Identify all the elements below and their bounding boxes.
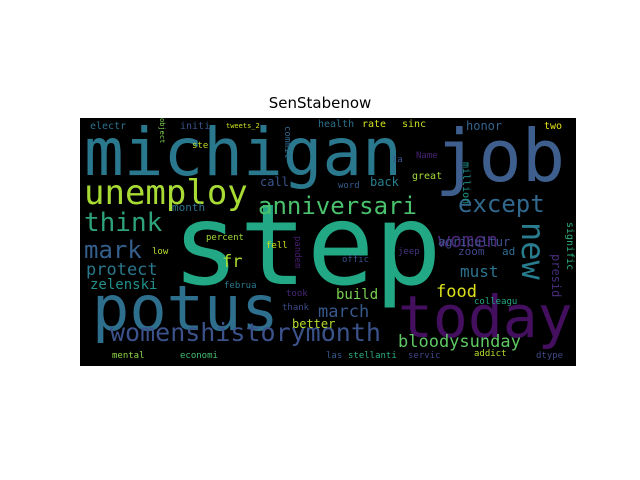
word-offic: offic [342,255,370,265]
word-month: month [172,201,206,214]
word-las: las [326,351,343,361]
word-ad: ad [502,245,516,258]
word-thank: thank [282,303,310,313]
word-potus: potus [92,272,279,345]
word-jeep: jeep [398,247,420,257]
word-food: food [436,282,477,302]
word-except: except [458,190,545,218]
word-initi: initi [180,121,211,132]
word-presid: presid [549,254,563,298]
word-march: march [318,302,370,322]
word-million: million [460,162,471,205]
word-today: today [398,283,573,351]
word-new: new [514,222,552,280]
word-rate: rate [362,119,387,130]
word-ta: ta [392,155,403,165]
word-took: took [286,289,308,299]
word-two: two [544,121,563,132]
word-agricultur: agricultur [438,235,511,249]
word-word: word [338,181,360,191]
word-step: step [172,181,442,311]
word-stellanti: stellanti [348,351,397,361]
word-think: think [84,208,163,238]
chart-title: SenStabenow [268,94,372,112]
word-fell: fell [266,241,288,251]
word-build: build [336,287,379,303]
word-cloud: step michigan job potus today unemploy w… [80,118,576,366]
word-economi: economi [180,351,218,361]
word-back: back [370,175,399,189]
word-pandem: pandem [292,236,302,269]
word-dtype: dtype [536,351,564,361]
word-electr: electr [90,121,127,132]
word-michigan: michigan [84,118,402,191]
word-bloodysunday: bloodysunday [398,332,521,352]
word-tweets-2: tweets_2 [226,122,260,130]
word-womenshistorymonth: womenshistorymonth [110,318,381,347]
word-commit: commit [282,126,292,159]
word-women: women [438,228,499,252]
word-protect: protect [86,260,158,280]
word-must: must [460,262,499,281]
word-mark: mark [84,236,142,264]
word-great: great [412,171,443,182]
word-addict: addict [474,349,507,359]
word-fr: fr [222,252,243,272]
word-name: Name [416,151,438,161]
word-honor: honor [466,119,503,133]
word-februa: februa [224,281,257,291]
word-health: health [318,119,355,130]
word-zoom: zoom [458,245,485,258]
word-zelenski: zelenski [90,277,158,293]
word-ste: ste [192,141,209,151]
word-job: job [435,118,566,198]
word-anniversari: anniversari [258,192,417,220]
word-object: object [158,118,166,144]
word-servic: servic [408,351,441,361]
word-low: low [152,247,169,257]
word-percent: percent [206,233,244,243]
word-call: call [260,175,289,189]
word-unemploy: unemploy [84,173,248,213]
word-better: better [292,317,336,331]
word-mental: mental [112,351,145,361]
word-signific: signific [564,222,575,271]
word-sinc: sinc [402,119,427,130]
word-colleagu: colleagu [474,297,518,307]
